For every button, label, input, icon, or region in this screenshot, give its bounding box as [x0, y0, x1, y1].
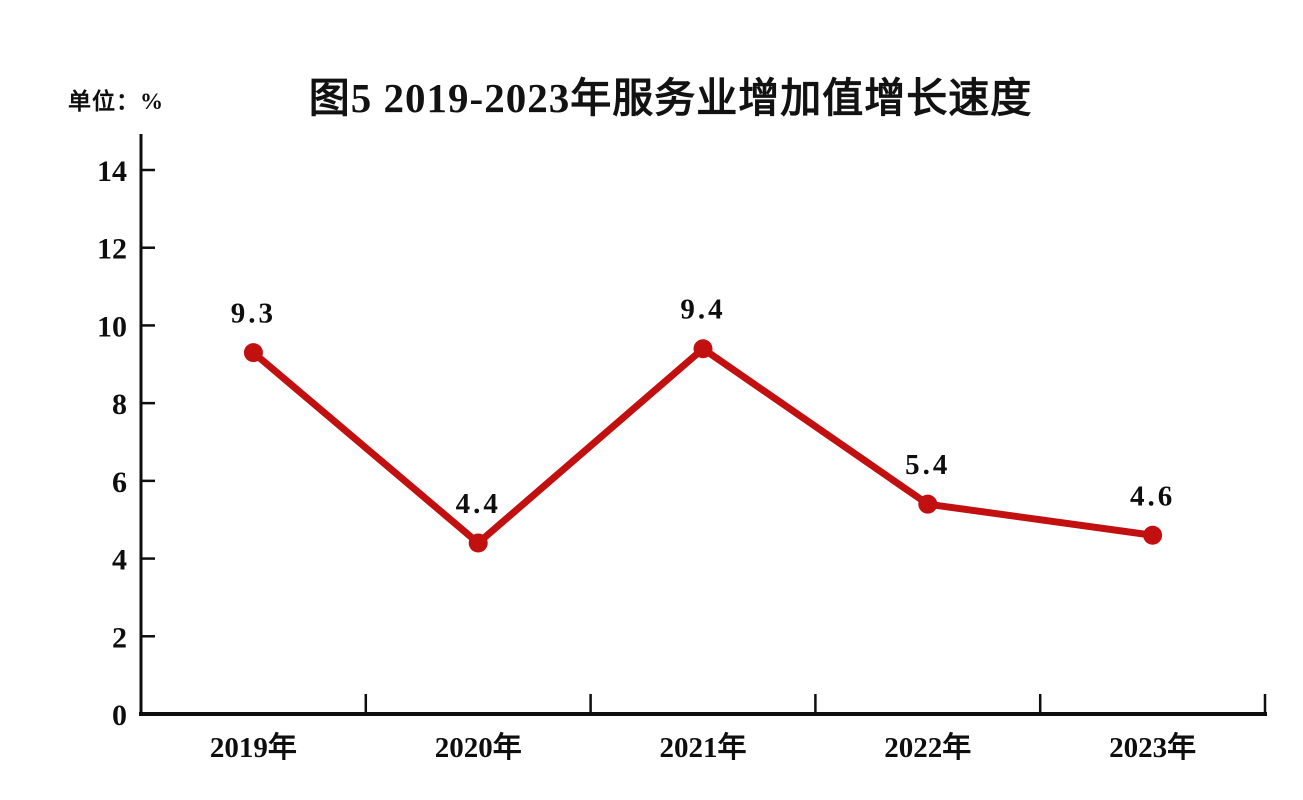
data-point-marker — [468, 533, 488, 553]
data-point-label: 9.4 — [680, 294, 725, 326]
data-point-marker — [1143, 525, 1163, 545]
unit-label: 单位：% — [68, 89, 164, 114]
data-point-label: 4.4 — [456, 488, 501, 520]
x-tick-label: 2019年 — [210, 730, 297, 764]
y-tick-label: 14 — [97, 155, 127, 188]
x-tick-label: 2020年 — [435, 730, 522, 764]
y-tick-label: 0 — [112, 699, 127, 732]
y-tick-label: 6 — [112, 466, 127, 499]
x-tick-label: 2021年 — [659, 730, 746, 764]
chart-title: 图5 2019-2023年服务业增加值增长速度 — [308, 75, 1033, 121]
data-point-marker — [693, 339, 713, 359]
data-point-marker — [918, 494, 938, 514]
y-tick-label: 2 — [112, 621, 127, 654]
y-tick-label: 12 — [97, 233, 127, 266]
x-tick-label: 2022年 — [884, 730, 971, 764]
y-tick-label: 4 — [112, 544, 127, 577]
data-line — [249, 345, 1157, 547]
data-point-marker — [243, 343, 263, 363]
data-point-label: 4.6 — [1130, 480, 1175, 512]
data-point-label: 5.4 — [905, 449, 950, 481]
y-tick-label: 8 — [112, 388, 127, 421]
x-tick-label: 2023年 — [1109, 730, 1196, 764]
data-point-label: 9.3 — [231, 298, 276, 330]
y-tick-label: 10 — [97, 310, 127, 343]
